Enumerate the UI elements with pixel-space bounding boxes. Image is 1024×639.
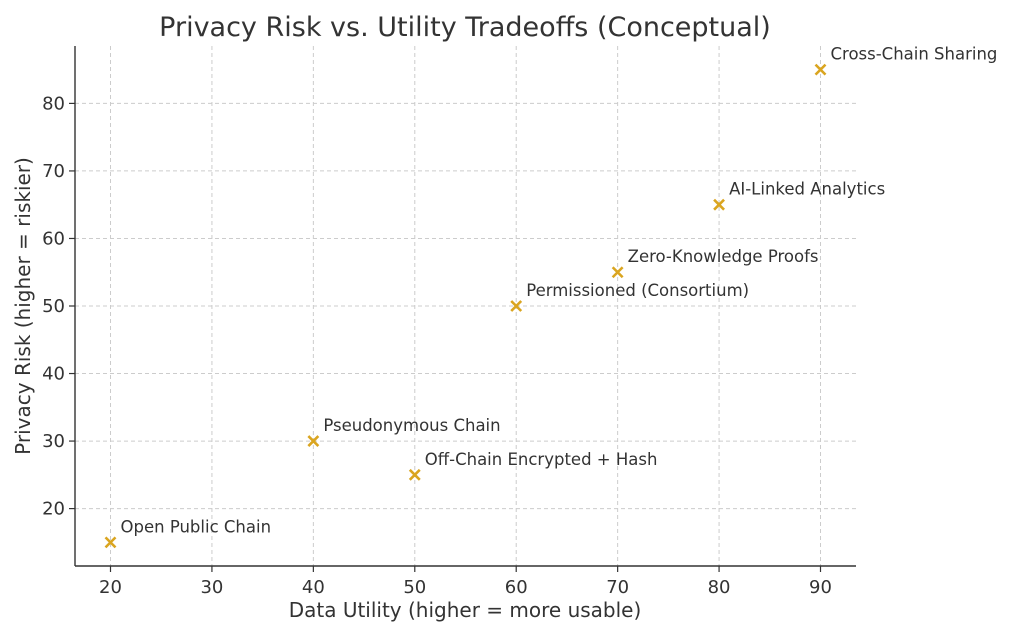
point-label: Pseudonymous Chain <box>323 416 500 435</box>
point-label: Zero-Knowledge Proofs <box>628 247 819 266</box>
point-label: Permissioned (Consortium) <box>526 281 749 300</box>
x-tick-label: 20 <box>99 577 122 598</box>
point-label: Cross-Chain Sharing <box>831 45 998 64</box>
x-tick-label: 30 <box>200 577 223 598</box>
data-point: AI-Linked Analytics <box>713 180 885 211</box>
y-tick-label: 70 <box>42 161 65 182</box>
grid-lines <box>75 46 856 566</box>
x-marker <box>814 63 827 76</box>
point-label: AI-Linked Analytics <box>729 180 885 199</box>
y-axis-label: Privacy Risk (higher = riskier) <box>11 157 35 455</box>
x-marker <box>611 266 624 279</box>
y-tick-label: 60 <box>42 228 65 249</box>
y-tick-label: 40 <box>42 364 65 385</box>
point-label: Open Public Chain <box>121 517 272 536</box>
axes <box>74 46 856 567</box>
x-marker <box>104 536 117 549</box>
data-point: Pseudonymous Chain <box>307 416 501 447</box>
x-marker <box>713 198 725 211</box>
chart-title: Privacy Risk vs. Utility Tradeoffs (Conc… <box>159 12 771 43</box>
x-tick-label: 70 <box>606 577 629 598</box>
y-tick-label: 80 <box>42 93 65 114</box>
y-tick-label: 50 <box>42 296 65 317</box>
x-tick-label: 80 <box>708 577 731 598</box>
point-label: Off-Chain Encrypted + Hash <box>425 450 658 469</box>
x-marker <box>408 468 421 481</box>
x-axis-label: Data Utility (higher = more usable) <box>289 598 642 622</box>
x-tick-label: 90 <box>809 577 832 598</box>
data-point: Permissioned (Consortium) <box>510 281 749 312</box>
data-point: Off-Chain Encrypted + Hash <box>408 450 658 481</box>
x-marker <box>510 300 523 312</box>
data-point: Zero-Knowledge Proofs <box>611 247 819 279</box>
data-points: Open Public Chain Pseudonymous Chain Off-C… <box>104 45 998 549</box>
x-tick-label: 40 <box>302 577 325 598</box>
x-ticks: 20 30 40 50 60 70 80 90 <box>99 566 832 598</box>
y-ticks: 20 30 40 50 60 70 80 <box>42 93 75 520</box>
data-point: Cross-Chain Sharing <box>814 45 998 76</box>
x-tick-label: 50 <box>403 577 426 598</box>
x-marker <box>307 435 320 447</box>
data-point: Open Public Chain <box>104 517 272 549</box>
y-tick-label: 30 <box>42 431 65 452</box>
y-tick-label: 20 <box>42 499 65 520</box>
x-tick-label: 60 <box>505 577 528 598</box>
